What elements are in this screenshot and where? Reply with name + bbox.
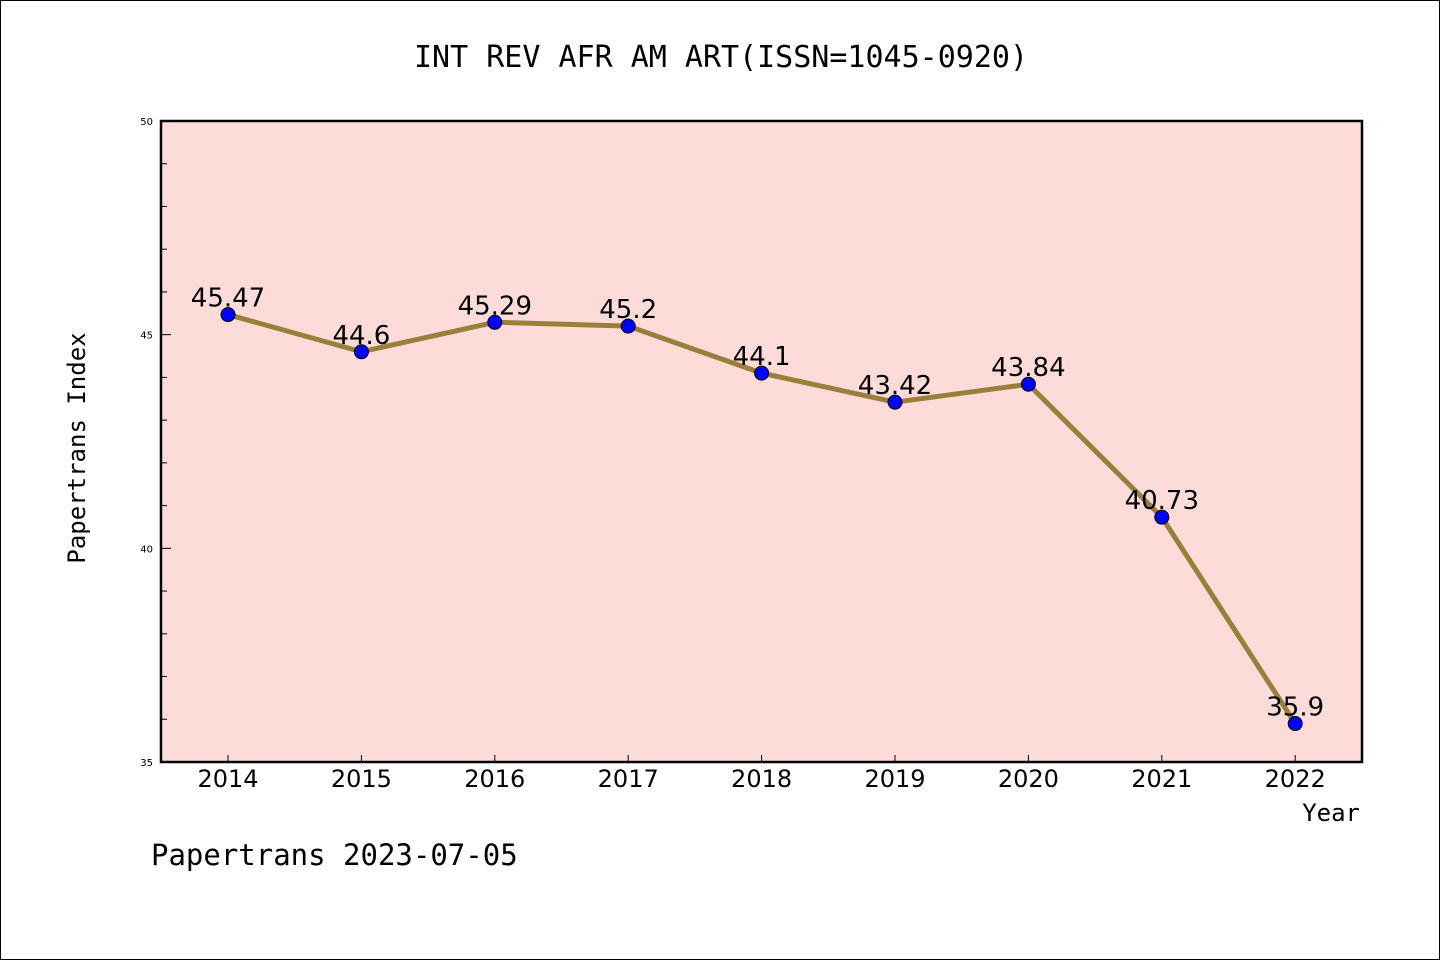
y-tick-label: 45 [140, 331, 153, 342]
data-point [1287, 716, 1303, 732]
data-point [487, 314, 503, 330]
x-tick-label: 2021 [1131, 765, 1192, 793]
y-axis-label: Papertrans Index [63, 332, 91, 563]
data-label: 45.29 [458, 291, 532, 321]
x-tick-label: 2022 [1265, 765, 1326, 793]
chart-title: INT REV AFR AM ART(ISSN=1045-0920) [414, 40, 1028, 75]
data-point [220, 307, 236, 323]
x-tick-label: 2018 [731, 765, 792, 793]
data-label: 45.47 [191, 284, 265, 314]
data-labels: 45.47 44.6 45.29 45.2 44.1 43.42 43.84 40.73 35.… [191, 284, 1324, 723]
data-point [1020, 376, 1036, 392]
data-label: 43.42 [858, 371, 932, 401]
x-tick-label: 2020 [998, 765, 1059, 793]
data-point [1154, 509, 1170, 525]
data-point [620, 318, 636, 334]
data-label: 44.6 [332, 321, 390, 351]
data-point [887, 394, 903, 410]
x-tick-label: 2014 [197, 765, 258, 793]
y-axis: 35 40 45 50 [140, 117, 171, 769]
data-label: 40.73 [1125, 486, 1199, 516]
y-tick-label: 35 [140, 758, 153, 769]
x-tick-label: 2016 [464, 765, 525, 793]
data-label: 45.2 [599, 295, 657, 325]
y-tick-label: 40 [140, 544, 153, 555]
x-tick-label: 2015 [331, 765, 392, 793]
data-points [220, 307, 1303, 732]
data-point [754, 365, 770, 381]
data-label: 44.1 [733, 342, 791, 372]
x-tick-label: 2019 [864, 765, 925, 793]
footer-date: Papertrans 2023-07-05 [151, 838, 518, 872]
plot-area [159, 119, 1364, 764]
x-tick-label: 2017 [598, 765, 659, 793]
y-tick-label: 50 [140, 117, 153, 128]
data-point [353, 344, 369, 360]
data-label: 35.9 [1266, 693, 1324, 723]
x-axis-label: Year [1302, 799, 1360, 827]
data-label: 43.84 [991, 353, 1065, 383]
x-axis: 2014 2015 2016 2017 2018 2019 2020 2021 2022 [197, 755, 1326, 793]
